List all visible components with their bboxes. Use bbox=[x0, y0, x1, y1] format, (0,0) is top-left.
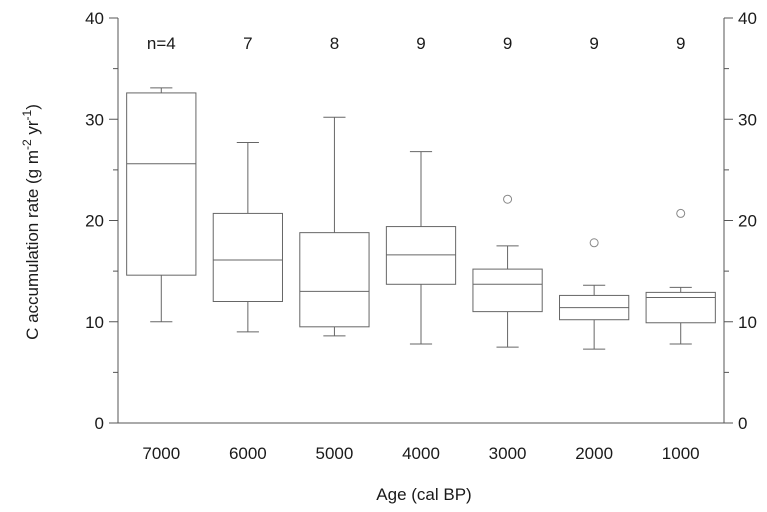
outlier-point bbox=[589, 238, 599, 248]
sample-size-label: 9 bbox=[416, 34, 425, 53]
box-group bbox=[212, 142, 283, 333]
x-axis-title: Age (cal BP) bbox=[376, 485, 471, 504]
box-group bbox=[385, 151, 457, 345]
x-tick-labels: 7000 6000 5000 4000 3000 2000 1000 bbox=[142, 444, 699, 463]
y-tick-label-left: 0 bbox=[95, 414, 104, 433]
y-axis-title-sup2: -1 bbox=[20, 109, 34, 120]
box-group bbox=[472, 194, 543, 348]
y-ticks-left: 0 10 20 30 40 bbox=[85, 9, 118, 433]
box-iqr bbox=[212, 212, 283, 303]
sample-size-label: 9 bbox=[676, 34, 685, 53]
sample-size-label: n=4 bbox=[147, 34, 176, 53]
sample-size-label: 8 bbox=[330, 34, 339, 53]
x-tick-label: 7000 bbox=[142, 444, 180, 463]
box-iqr bbox=[472, 268, 543, 313]
y-axis-title-mid: yr bbox=[23, 120, 42, 139]
y-tick-label-left: 40 bbox=[85, 9, 104, 28]
y-tick-label-right: 40 bbox=[738, 9, 757, 28]
outlier-point bbox=[503, 194, 513, 204]
outlier-point bbox=[676, 208, 686, 218]
box-group bbox=[126, 87, 197, 323]
box-group bbox=[559, 238, 630, 350]
y-ticks-right: 0 10 20 30 40 bbox=[724, 9, 757, 433]
y-tick-label-left: 20 bbox=[85, 212, 104, 231]
sample-size-label: 9 bbox=[589, 34, 598, 53]
boxes bbox=[126, 87, 716, 350]
box-iqr bbox=[645, 291, 716, 324]
x-tick-label: 2000 bbox=[575, 444, 613, 463]
x-tick-label: 4000 bbox=[402, 444, 440, 463]
y-tick-label-left: 10 bbox=[85, 313, 104, 332]
sample-size-label: 9 bbox=[503, 34, 512, 53]
y-axis-title-end: ) bbox=[23, 104, 42, 110]
x-tick-label: 5000 bbox=[316, 444, 354, 463]
y-tick-label-right: 0 bbox=[738, 414, 747, 433]
box-iqr bbox=[126, 92, 197, 276]
box-iqr bbox=[385, 226, 457, 285]
y-tick-label-right: 20 bbox=[738, 212, 757, 231]
y-tick-label-left: 30 bbox=[85, 110, 104, 129]
box-group bbox=[645, 208, 716, 345]
y-axis-title: C accumulation rate (g m-2 yr-1) bbox=[20, 104, 42, 340]
x-tick-label: 6000 bbox=[229, 444, 267, 463]
box-group bbox=[299, 116, 370, 337]
x-tick-label: 1000 bbox=[662, 444, 700, 463]
y-axis-title-main: C accumulation rate (g m bbox=[23, 150, 42, 340]
y-tick-label-right: 10 bbox=[738, 313, 757, 332]
y-tick-label-right: 30 bbox=[738, 110, 757, 129]
x-tick-label: 3000 bbox=[489, 444, 527, 463]
box-iqr bbox=[299, 232, 370, 328]
sample-size-labels: n=4 7 8 9 9 9 9 bbox=[147, 34, 686, 53]
y-axis-title-sup1: -2 bbox=[20, 139, 34, 150]
sample-size-label: 7 bbox=[243, 34, 252, 53]
